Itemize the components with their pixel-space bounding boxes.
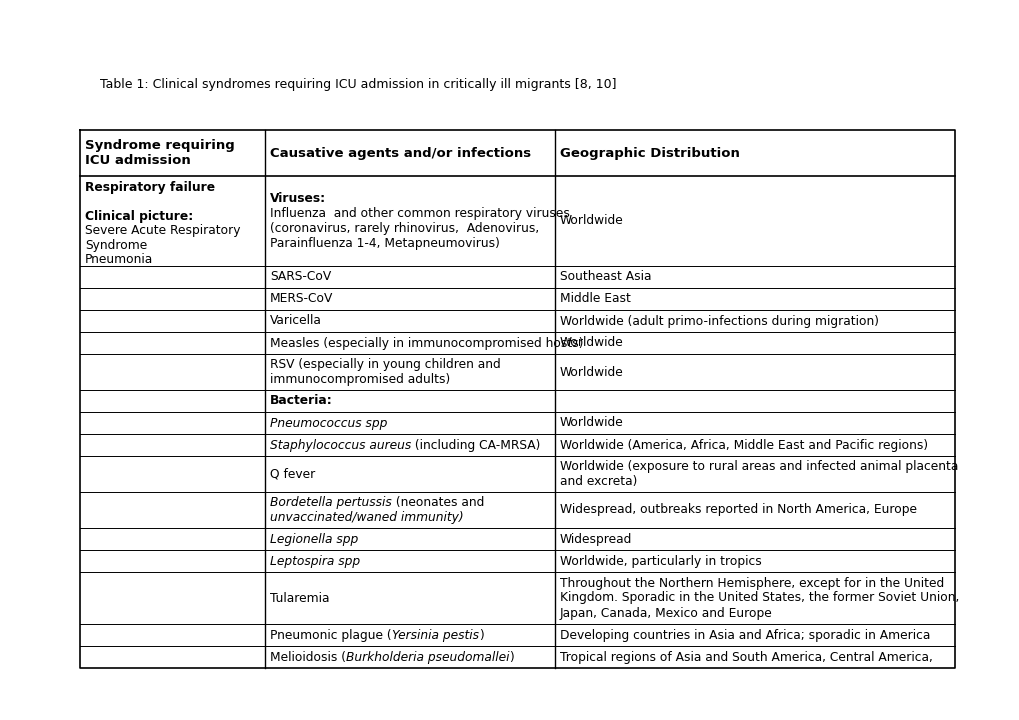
Text: Pneumonic plague (: Pneumonic plague (	[270, 629, 391, 642]
Text: Middle East: Middle East	[559, 292, 631, 305]
Text: Severe Acute Respiratory: Severe Acute Respiratory	[85, 224, 240, 238]
Text: immunocompromised adults): immunocompromised adults)	[270, 373, 449, 386]
Text: Geographic Distribution: Geographic Distribution	[559, 146, 739, 160]
Text: Worldwide: Worldwide	[559, 416, 624, 430]
Text: Worldwide: Worldwide	[559, 366, 624, 379]
Text: Varicella: Varicella	[270, 315, 322, 328]
Text: ): )	[510, 650, 514, 664]
Text: SARS-CoV: SARS-CoV	[270, 271, 331, 284]
Text: Syndrome requiring
ICU admission: Syndrome requiring ICU admission	[85, 139, 234, 167]
Text: Table 1: Clinical syndromes requiring ICU admission in critically ill migrants [: Table 1: Clinical syndromes requiring IC…	[100, 78, 615, 91]
Text: unvaccinated/waned immunity): unvaccinated/waned immunity)	[270, 511, 464, 524]
Text: Clinical picture:: Clinical picture:	[85, 210, 193, 222]
Text: Leptospira spp: Leptospira spp	[270, 554, 360, 567]
Text: Worldwide: Worldwide	[559, 215, 624, 228]
Text: Pneumonia: Pneumonia	[85, 253, 153, 266]
Text: Widespread: Widespread	[559, 533, 632, 546]
Text: Respiratory failure: Respiratory failure	[85, 181, 215, 194]
Text: Measles (especially in immunocompromised hosts): Measles (especially in immunocompromised…	[270, 336, 583, 349]
Text: Viruses:: Viruses:	[270, 192, 326, 205]
Text: and excreta): and excreta)	[559, 475, 637, 488]
Text: Q fever: Q fever	[270, 467, 315, 480]
Text: Pneumococcus spp: Pneumococcus spp	[270, 416, 387, 430]
Text: Influenza  and other common respiratory viruses: Influenza and other common respiratory v…	[270, 207, 570, 220]
Text: Japan, Canada, Mexico and Europe: Japan, Canada, Mexico and Europe	[559, 606, 772, 619]
Text: Legionella spp: Legionella spp	[270, 533, 358, 546]
Text: Throughout the Northern Hemisphere, except for in the United: Throughout the Northern Hemisphere, exce…	[559, 577, 944, 590]
Text: MERS-CoV: MERS-CoV	[270, 292, 333, 305]
Text: Syndrome: Syndrome	[85, 239, 147, 252]
Text: Kingdom. Sporadic in the United States, the former Soviet Union,: Kingdom. Sporadic in the United States, …	[559, 592, 959, 605]
Text: Causative agents and/or infections: Causative agents and/or infections	[270, 146, 531, 160]
Text: Worldwide (America, Africa, Middle East and Pacific regions): Worldwide (America, Africa, Middle East …	[559, 438, 927, 451]
Text: Developing countries in Asia and Africa; sporadic in America: Developing countries in Asia and Africa;…	[559, 629, 929, 642]
Text: Yersinia pestis: Yersinia pestis	[391, 629, 478, 642]
Text: Worldwide (adult primo-infections during migration): Worldwide (adult primo-infections during…	[559, 315, 878, 328]
Text: (coronavirus, rarely rhinovirus,  Adenovirus,: (coronavirus, rarely rhinovirus, Adenovi…	[270, 222, 539, 235]
Text: Worldwide: Worldwide	[559, 336, 624, 349]
Text: Staphylococcus aureus: Staphylococcus aureus	[270, 438, 411, 451]
Text: Bacteria:: Bacteria:	[270, 395, 332, 408]
Text: (neonates and: (neonates and	[391, 496, 484, 509]
Text: Bordetella pertussis: Bordetella pertussis	[270, 496, 391, 509]
Text: Worldwide, particularly in tropics: Worldwide, particularly in tropics	[559, 554, 761, 567]
Text: (including CA-MRSA): (including CA-MRSA)	[411, 438, 540, 451]
Text: Parainfluenza 1-4, Metapneumovirus): Parainfluenza 1-4, Metapneumovirus)	[270, 237, 499, 250]
Text: Widespread, outbreaks reported in North America, Europe: Widespread, outbreaks reported in North …	[559, 503, 916, 516]
Text: Burkholderia pseudomallei: Burkholderia pseudomallei	[345, 650, 510, 664]
Text: Tropical regions of Asia and South America, Central America,: Tropical regions of Asia and South Ameri…	[559, 650, 932, 664]
Text: RSV (especially in young children and: RSV (especially in young children and	[270, 358, 500, 371]
Text: ): )	[478, 629, 483, 642]
Text: Melioidosis (: Melioidosis (	[270, 650, 345, 664]
Text: Worldwide (exposure to rural areas and infected animal placenta: Worldwide (exposure to rural areas and i…	[559, 460, 958, 473]
Text: Tularemia: Tularemia	[270, 592, 329, 605]
Text: Southeast Asia: Southeast Asia	[559, 271, 651, 284]
